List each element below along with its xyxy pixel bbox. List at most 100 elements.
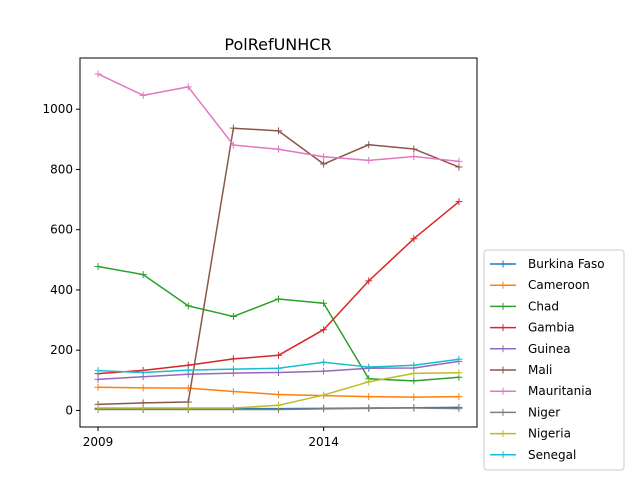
data-point: [410, 404, 418, 412]
data-point: [184, 398, 192, 406]
data-point: [94, 404, 102, 412]
data-point: [275, 295, 282, 303]
legend-item: Mali: [490, 363, 552, 377]
data-point: [455, 405, 463, 413]
series-chad: [94, 262, 463, 385]
legend-label: Senegal: [528, 448, 576, 462]
legend-marker: [499, 345, 507, 353]
legend-item: Mauritania: [490, 384, 592, 398]
data-point: [455, 393, 463, 401]
legend-label: Chad: [528, 299, 559, 313]
data-point: [229, 141, 237, 149]
legend-item: Gambia: [490, 321, 575, 335]
data-point: [184, 404, 192, 412]
data-point: [275, 127, 282, 135]
x-tick-label: 2009: [83, 435, 114, 449]
series-layer: [94, 70, 463, 414]
data-point: [455, 198, 463, 206]
legend-marker: [499, 302, 507, 310]
series-senegal: [94, 355, 463, 376]
data-point: [229, 355, 237, 363]
data-point: [365, 363, 373, 371]
data-point: [94, 375, 102, 383]
x-tick-label: 2014: [308, 435, 339, 449]
series-gambia: [94, 198, 463, 378]
data-point: [275, 145, 282, 153]
data-point: [184, 366, 192, 374]
data-point: [365, 404, 373, 412]
series-nigeria: [94, 369, 463, 412]
legend-box: [483, 249, 625, 471]
data-point: [365, 378, 373, 386]
legend-label: Mauritania: [528, 384, 592, 398]
data-point: [410, 153, 418, 160]
legend-label: Burkina Faso: [528, 257, 605, 271]
data-point: [320, 153, 328, 161]
legend-label: Niger: [528, 405, 560, 419]
legend-label: Cameroon: [528, 278, 590, 292]
data-point: [410, 235, 418, 243]
data-point: [229, 312, 237, 320]
data-point: [365, 277, 373, 285]
data-point: [275, 364, 282, 372]
data-point: [320, 391, 328, 399]
axes: 0 200 400 600 800 1000 2009 2014: [42, 57, 478, 449]
data-point: [139, 368, 147, 376]
legend: Burkina Faso Cameroon Chad Gambia Guinea Mali…: [483, 249, 625, 471]
axes-frame: [79, 57, 478, 428]
data-point: [455, 369, 463, 377]
data-point: [184, 83, 192, 91]
data-point: [365, 393, 373, 401]
legend-marker: [499, 430, 507, 438]
legend-item: Cameroon: [490, 278, 590, 292]
y-tick-label: 1000: [42, 102, 73, 116]
legend-item: Niger: [490, 405, 560, 419]
legend-marker: [499, 408, 507, 416]
data-point: [320, 367, 328, 375]
legend-marker: [499, 451, 507, 459]
data-point: [229, 365, 237, 373]
data-point: [139, 271, 147, 279]
data-point: [320, 299, 328, 307]
data-point: [94, 262, 102, 270]
series-mauritania: [94, 70, 463, 165]
legend-item: Guinea: [490, 342, 571, 356]
y-tick-label: 800: [50, 162, 73, 176]
data-point: [139, 384, 147, 392]
data-point: [94, 383, 102, 391]
data-point: [410, 361, 418, 369]
data-point: [229, 387, 237, 395]
series-cameroon: [94, 383, 463, 401]
y-tick-label: 400: [50, 283, 73, 297]
data-point: [94, 367, 102, 375]
y-tick-label: 0: [65, 403, 73, 417]
data-point: [410, 377, 418, 385]
legend-item: Senegal: [490, 448, 576, 462]
data-point: [275, 351, 282, 359]
legend-item: Burkina Faso: [490, 257, 605, 271]
data-point: [365, 156, 373, 164]
data-point: [229, 124, 237, 132]
legend-marker: [499, 366, 507, 374]
data-point: [139, 404, 147, 412]
y-tick-label: 200: [50, 343, 73, 357]
data-point: [410, 145, 418, 153]
data-point: [94, 70, 102, 78]
data-point: [320, 160, 328, 168]
data-point: [365, 141, 373, 149]
data-point: [275, 401, 282, 409]
data-point: [229, 404, 237, 412]
chart-title: PolRefUNHCR: [224, 35, 331, 54]
data-point: [410, 369, 418, 377]
data-point: [320, 326, 328, 334]
legend-item: Chad: [490, 299, 559, 313]
y-tick-label: 600: [50, 223, 73, 237]
legend-marker: [499, 324, 507, 332]
data-point: [139, 91, 147, 99]
data-point: [275, 390, 282, 398]
legend-item: Nigeria: [490, 427, 571, 441]
data-point: [410, 393, 418, 401]
legend-marker: [499, 387, 507, 395]
legend-label: Mali: [528, 363, 552, 377]
data-point: [455, 157, 463, 165]
